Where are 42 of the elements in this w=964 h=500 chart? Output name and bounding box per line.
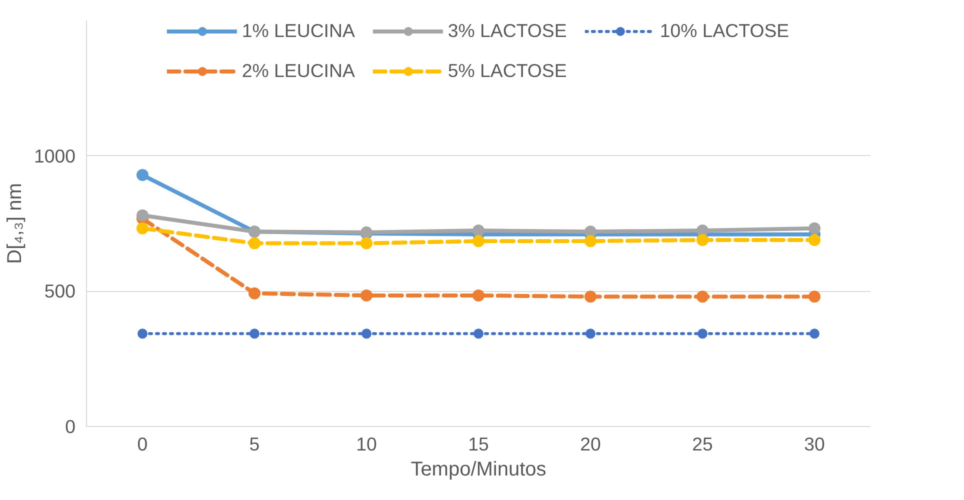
point [808, 222, 820, 234]
point [696, 234, 708, 246]
point [250, 328, 260, 339]
x-tick-label: 5 [249, 434, 260, 454]
point [472, 235, 484, 248]
legend-label: 1% LEUCINA [242, 20, 355, 42]
x-tick-label: 25 [692, 434, 713, 454]
x-tick-label: 20 [580, 434, 601, 454]
point [248, 287, 260, 300]
point [584, 290, 596, 303]
point [362, 328, 372, 339]
point [472, 290, 484, 302]
y-axis-title: D[₄,₃] nm [4, 183, 26, 264]
x-tick-label: 10 [356, 434, 377, 454]
point [696, 290, 708, 303]
point [472, 224, 484, 237]
point [586, 328, 596, 339]
x-axis-title: Tempo/Minutos [410, 458, 546, 480]
x-tick-label: 30 [804, 434, 825, 454]
legend-label: 5% LACTOSE [448, 60, 567, 82]
point [808, 234, 820, 246]
point [360, 290, 372, 302]
point [698, 328, 708, 339]
y-tick-label: 0 [65, 416, 76, 437]
y-tick-label: 1000 [34, 145, 76, 166]
x-tick-label: 15 [468, 434, 489, 454]
point [474, 328, 484, 339]
point [360, 237, 372, 250]
point [808, 290, 820, 303]
legend-label: 10% LACTOSE [660, 20, 790, 42]
point [248, 237, 260, 250]
point [810, 328, 820, 339]
point [138, 328, 148, 339]
point [136, 209, 148, 222]
x-tick-label: 0 [137, 434, 148, 454]
point [584, 235, 596, 248]
point [136, 169, 148, 182]
legend-label: 2% LEUCINA [242, 60, 355, 82]
legend-label: 3% LACTOSE [448, 20, 567, 42]
point [584, 226, 596, 238]
point [136, 222, 148, 234]
y-tick-label: 500 [44, 280, 76, 302]
